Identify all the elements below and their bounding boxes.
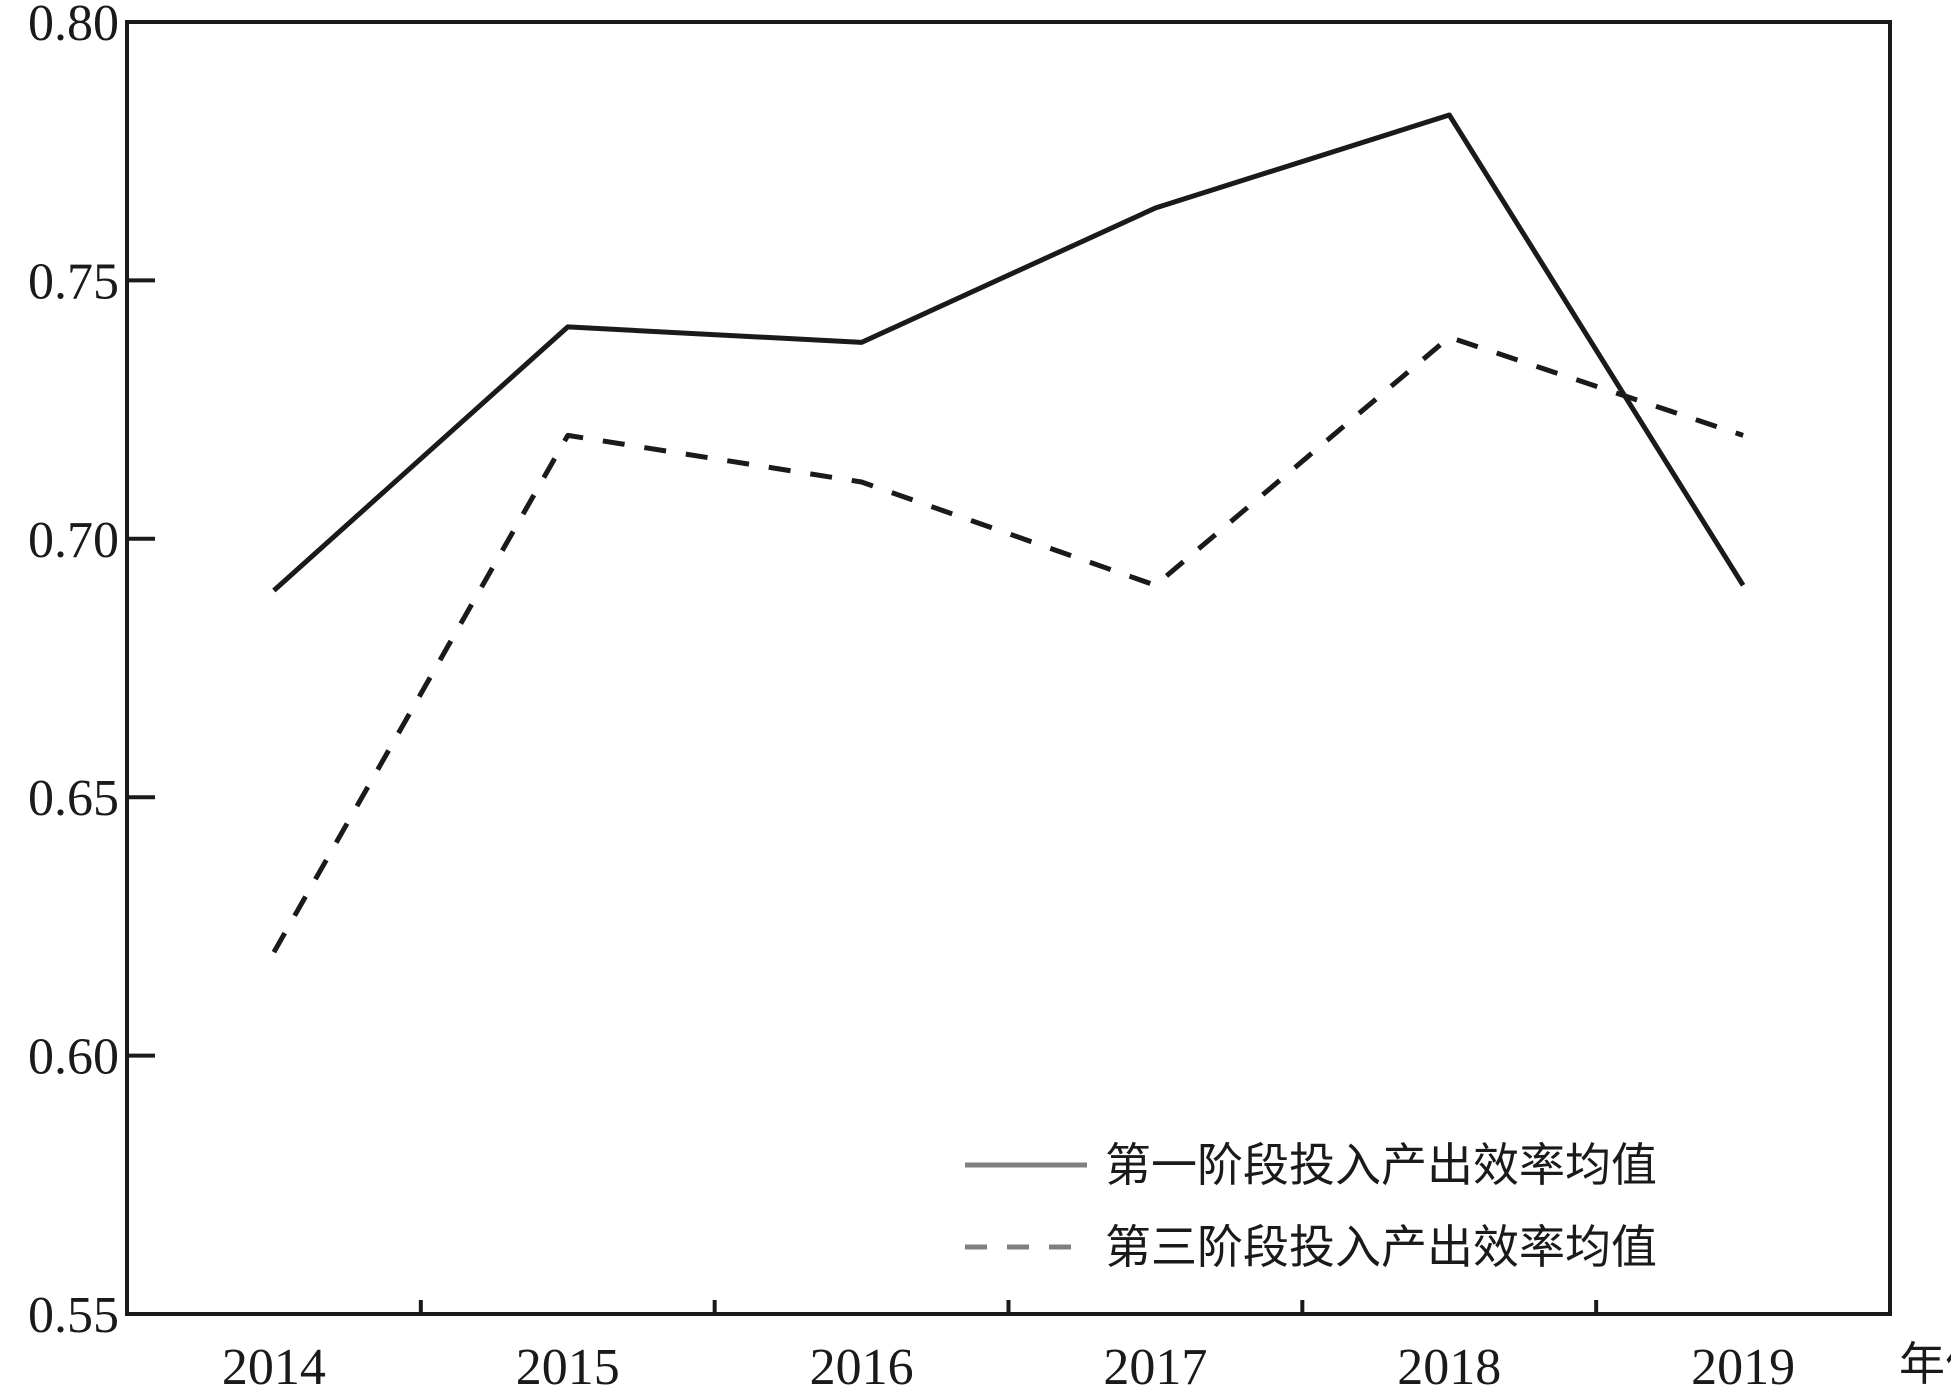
x-tick-label: 2017 (1103, 1339, 1207, 1388)
y-tick-label: 0.55 (28, 1287, 119, 1344)
y-axis: 0.55 0.60 0.65 0.70 0.75 0.80 (28, 0, 155, 1344)
x-tick-label: 2014 (222, 1339, 326, 1388)
y-tick-label: 0.65 (28, 770, 119, 827)
x-tick-label: 2018 (1397, 1339, 1501, 1388)
x-tick-label: 2015 (516, 1339, 620, 1388)
plot-frame (125, 20, 1892, 1316)
x-tick-label: 2019 (1691, 1339, 1795, 1388)
y-tick-label: 0.70 (28, 512, 119, 569)
series-line-2 (271, 334, 1744, 954)
series-line-1 (272, 112, 1746, 593)
x-axis: 2014 2015 2016 2017 2018 2019 (222, 1300, 1795, 1388)
legend-label-1: 第一阶段投入产出效率均值 (1105, 1138, 1657, 1192)
series-layer (271, 112, 1746, 954)
x-axis-label: 年份 (1899, 1337, 1951, 1388)
y-tick-label: 0.80 (28, 0, 119, 52)
y-tick-label: 0.60 (28, 1029, 119, 1086)
x-tick-label: 2016 (810, 1339, 914, 1388)
legend-label-2: 第三阶段投入产出效率均值 (1105, 1220, 1657, 1274)
y-tick-label: 0.75 (28, 253, 119, 310)
